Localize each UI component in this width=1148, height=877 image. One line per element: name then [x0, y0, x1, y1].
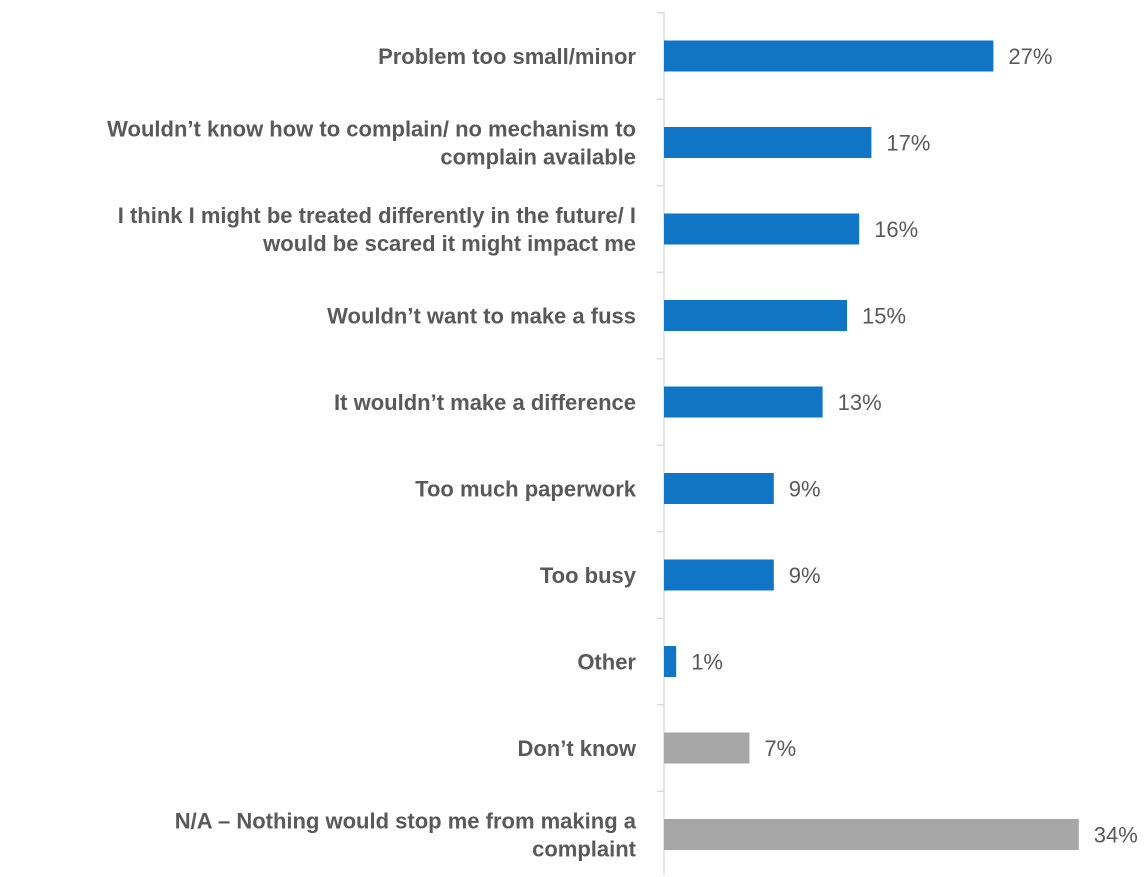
data-label: 7%: [764, 736, 796, 761]
category-label-line: I think I might be treated differently i…: [118, 203, 636, 228]
data-label: 9%: [789, 477, 821, 502]
data-label: 15%: [862, 304, 906, 329]
category-label-line: complaint: [532, 837, 637, 862]
category-label-line: Too much paperwork: [415, 477, 637, 502]
category-label: Wouldn’t know how to complain/ no mechan…: [107, 117, 636, 170]
category-label: Other: [577, 650, 636, 675]
bar: [664, 473, 774, 504]
category-label-line: would be scared it might impact me: [262, 231, 636, 256]
category-label: Too much paperwork: [415, 477, 637, 502]
category-label: I think I might be treated differently i…: [118, 203, 636, 256]
bar: [664, 40, 994, 72]
category-label: It wouldn’t make a difference: [334, 390, 636, 415]
category-label-line: Too busy: [540, 563, 637, 588]
category-label-line: Wouldn’t know how to complain/ no mechan…: [107, 117, 636, 142]
category-label: Don’t know: [517, 736, 636, 761]
category-label: N/A – Nothing would stop me from making …: [175, 809, 637, 862]
category-label-line: complain available: [440, 145, 636, 170]
data-label: 34%: [1094, 823, 1138, 848]
bar: [664, 213, 860, 245]
category-label-line: Problem too small/minor: [378, 44, 636, 69]
bar: [664, 646, 677, 677]
bar: [664, 300, 847, 331]
data-label: 16%: [874, 217, 918, 242]
category-label: Wouldn’t want to make a fuss: [327, 304, 636, 329]
data-label: 1%: [691, 650, 723, 675]
data-label: 27%: [1008, 44, 1052, 69]
category-label-line: It wouldn’t make a difference: [334, 390, 636, 415]
bar: [664, 386, 823, 418]
bar: [664, 732, 750, 764]
data-label: 13%: [838, 390, 882, 415]
category-label-line: Other: [577, 650, 636, 675]
category-label: Too busy: [540, 563, 637, 588]
category-label-line: N/A – Nothing would stop me from making …: [175, 809, 637, 834]
category-label-line: Don’t know: [517, 736, 636, 761]
bar: [664, 819, 1079, 850]
category-label-line: Wouldn’t want to make a fuss: [327, 304, 636, 329]
data-label: 9%: [789, 563, 821, 588]
bar: [664, 127, 872, 158]
category-label: Problem too small/minor: [378, 44, 636, 69]
data-label: 17%: [886, 131, 930, 156]
bar: [664, 559, 774, 591]
